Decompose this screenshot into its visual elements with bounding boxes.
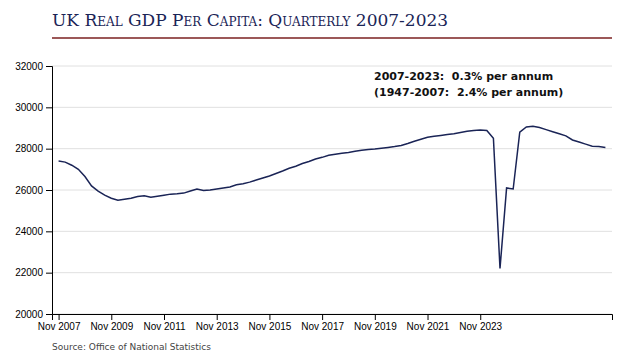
x-tick-label: Nov 2007 xyxy=(38,321,81,332)
y-tick-mark xyxy=(46,66,52,67)
y-tick-mark xyxy=(46,190,52,191)
y-tick: 26000 xyxy=(15,185,52,196)
y-tick-mark xyxy=(46,273,52,274)
annotation-line: 2007-2023: 0.3% per annum xyxy=(374,70,553,83)
plot: 20000 22000 24000 26000 28000 30000 32000 Nov 2… xyxy=(15,61,612,332)
gdp-line xyxy=(59,126,606,268)
y-tick-label: 28000 xyxy=(15,143,43,154)
y-tick-label: 22000 xyxy=(15,267,43,278)
x-tick: Nov 2023 xyxy=(459,314,502,332)
x-tick: Nov 2017 xyxy=(301,314,344,332)
y-tick-mark xyxy=(46,107,52,108)
x-tick-label: Nov 2011 xyxy=(143,321,186,332)
y-tick-mark xyxy=(46,149,52,150)
x-tick: Nov 2019 xyxy=(354,314,397,332)
y-tick: 28000 xyxy=(15,143,52,154)
y-tick-label: 24000 xyxy=(15,226,43,237)
x-tick-label: Nov 2015 xyxy=(249,321,292,332)
x-tick-mark xyxy=(111,314,112,320)
y-tick: 30000 xyxy=(15,102,52,113)
y-tick-label: 32000 xyxy=(15,61,43,72)
y-tick-label: 26000 xyxy=(15,185,43,196)
x-axis-line xyxy=(53,315,613,321)
grid-line xyxy=(52,148,612,149)
y-tick: 32000 xyxy=(15,61,52,72)
grid xyxy=(52,66,612,314)
x-tick-mark xyxy=(322,314,323,320)
x-tick-label: Nov 2009 xyxy=(90,321,133,332)
y-tick-label: 30000 xyxy=(15,102,43,113)
x-tick-mark xyxy=(375,314,376,320)
x-tick-label: Nov 2021 xyxy=(407,321,450,332)
x-tick: Nov 2011 xyxy=(143,314,186,332)
title-rule xyxy=(52,37,612,39)
title: UK Real GDP Per Capita: Quarterly 2007-2… xyxy=(52,10,448,30)
x-tick-label: Nov 2017 xyxy=(301,321,344,332)
grid-line xyxy=(52,231,612,232)
source: Source: Office of National Statistics xyxy=(52,342,211,352)
y-axis-line xyxy=(46,67,53,315)
chart: UK Real GDP Per Capita: Quarterly 2007-2… xyxy=(0,0,634,358)
grid-line xyxy=(52,66,612,67)
x-axis: Nov 2007 Nov 2009 Nov 2011 Nov 2013 Nov 2015… xyxy=(38,314,613,332)
annotation: 2007-2023: 0.3% per annum (1947-2007: 2.4… xyxy=(374,70,563,99)
x-tick: Nov 2015 xyxy=(249,314,292,332)
x-tick-mark xyxy=(164,314,165,320)
y-axis: 20000 22000 24000 26000 28000 30000 32000 xyxy=(15,61,52,320)
grid-line xyxy=(52,107,612,108)
x-tick-label: Nov 2013 xyxy=(196,321,239,332)
x-tick-mark xyxy=(428,314,429,320)
x-tick: Nov 2007 xyxy=(38,314,81,332)
x-tick-mark xyxy=(480,314,481,320)
x-tick: Nov 2021 xyxy=(407,314,450,332)
x-tick-mark xyxy=(217,314,218,320)
annotation-line: (1947-2007: 2.4% per annum) xyxy=(374,86,563,99)
marks xyxy=(59,126,606,268)
grid-line xyxy=(52,272,612,273)
y-tick: 20000 xyxy=(15,309,52,320)
x-tick-mark xyxy=(269,314,270,320)
x-tick: Nov 2009 xyxy=(90,314,133,332)
y-tick-label: 20000 xyxy=(15,309,43,320)
x-tick: Nov 2013 xyxy=(196,314,239,332)
x-tick-mark xyxy=(59,314,60,320)
y-tick: 24000 xyxy=(15,226,52,237)
y-tick: 22000 xyxy=(15,267,52,278)
grid-line xyxy=(52,190,612,191)
y-tick-mark xyxy=(46,314,52,315)
y-tick-mark xyxy=(46,231,52,232)
x-tick-label: Nov 2023 xyxy=(459,321,502,332)
x-tick-label: Nov 2019 xyxy=(354,321,397,332)
